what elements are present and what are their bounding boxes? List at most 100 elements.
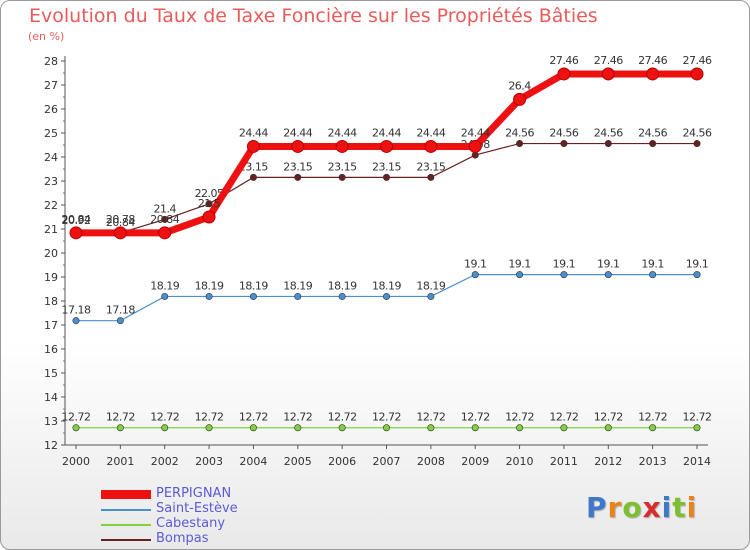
data-point: [427, 173, 435, 181]
data-point: [516, 424, 524, 432]
x-tick-label: 2007: [373, 455, 401, 468]
y-tick-label: 20: [44, 247, 58, 260]
logo-letter: i: [661, 491, 673, 524]
data-label: 12.72: [62, 411, 91, 424]
logo-letter: P: [586, 491, 608, 524]
legend-swatch: [101, 539, 151, 541]
x-tick-label: 2008: [417, 455, 445, 468]
data-label: 18.19: [328, 279, 357, 292]
data-point: [338, 173, 346, 181]
line-chart: 12 13 14 15 16 17 18 19 20 21 22 23 24 25 26 27 28 2000 20…: [44, 54, 712, 468]
y-tick-label: 27: [44, 79, 58, 92]
data-label: 24.56: [594, 127, 623, 140]
data-point: [693, 424, 701, 432]
data-point: [557, 67, 571, 81]
data-label: 12.72: [372, 411, 401, 424]
legend-label: Saint-Estève: [156, 501, 238, 516]
data-label: 24.56: [505, 127, 534, 140]
x-tick-label: 2002: [151, 455, 179, 468]
data-label: 24.44: [328, 126, 357, 139]
data-point: [294, 173, 302, 181]
y-tick-label: 13: [44, 415, 58, 428]
legend-label: Bompas: [156, 531, 209, 546]
data-label: 17.18: [62, 304, 91, 317]
data-point: [560, 140, 568, 148]
data-label: 12.72: [594, 411, 623, 424]
data-label: 19.1: [686, 258, 709, 271]
x-tick-label: 2012: [594, 455, 622, 468]
data-label: 23.15: [416, 160, 445, 173]
data-label: 26.4: [508, 79, 531, 92]
data-label: 18.19: [416, 279, 445, 292]
data-point: [649, 424, 657, 432]
data-label: 19.1: [641, 258, 664, 271]
data-label: 24.44: [461, 126, 490, 139]
logo-letter: o: [622, 491, 643, 524]
x-tick-label: 2005: [284, 455, 312, 468]
data-label: 18.19: [239, 279, 268, 292]
data-label: 12.72: [638, 411, 667, 424]
y-tick-label: 18: [44, 295, 58, 308]
y-tick-label: 12: [44, 439, 58, 452]
y-tick-label: 14: [44, 391, 58, 404]
data-point: [291, 139, 305, 153]
data-label: 12.72: [683, 411, 712, 424]
data-point: [205, 200, 213, 208]
y-tick-label: 16: [44, 343, 58, 356]
data-point: [113, 226, 127, 240]
data-label: 24.56: [683, 127, 712, 140]
legend-swatch: [101, 524, 151, 526]
data-point: [249, 424, 257, 432]
y-tick-label: 24: [44, 151, 58, 164]
data-point: [338, 292, 346, 300]
data-point: [158, 226, 172, 240]
data-point: [693, 140, 701, 148]
data-point: [560, 424, 568, 432]
x-tick-label: 2014: [683, 455, 711, 468]
data-point: [649, 271, 657, 279]
data-point: [161, 292, 169, 300]
data-label: 24.44: [239, 126, 268, 139]
data-label: 24.44: [416, 126, 445, 139]
x-tick-label: 2001: [106, 455, 134, 468]
data-label: 18.19: [150, 279, 179, 292]
data-label: 27.46: [638, 54, 667, 67]
data-label: 20.84: [150, 213, 179, 226]
data-point: [604, 424, 612, 432]
x-tick-label: 2010: [506, 455, 534, 468]
data-point: [294, 424, 302, 432]
data-label: 24.44: [372, 126, 401, 139]
x-tick-label: 2013: [639, 455, 667, 468]
data-point: [116, 424, 124, 432]
x-tick-label: 2004: [239, 455, 267, 468]
data-label: 19.1: [597, 258, 620, 271]
y-tick-label: 23: [44, 175, 58, 188]
data-point: [649, 140, 657, 148]
data-label: 17.18: [106, 304, 135, 317]
data-label: 20.78: [106, 213, 135, 226]
data-point: [205, 292, 213, 300]
proxiti-logo: Proxiti: [586, 491, 697, 524]
data-point: [380, 139, 393, 153]
data-label: 24.56: [549, 127, 578, 140]
legend-swatch: [101, 509, 151, 511]
data-label: 23.15: [372, 160, 401, 173]
data-point: [560, 271, 568, 279]
data-label: 18.19: [195, 279, 224, 292]
logo-letter: r: [607, 491, 623, 524]
logo-letter: i: [686, 491, 698, 524]
logo-letter: x: [642, 491, 662, 524]
data-point: [202, 210, 216, 224]
y-tick-label: 22: [44, 199, 58, 212]
data-point: [424, 139, 438, 153]
data-point: [249, 173, 257, 181]
data-label: 18.19: [283, 279, 312, 292]
data-point: [382, 424, 390, 432]
data-label: 22.05: [195, 187, 224, 200]
data-label: 12.72: [416, 411, 445, 424]
data-label: 12.72: [283, 411, 312, 424]
y-tick-label: 21: [44, 223, 58, 236]
y-tick-label: 17: [44, 319, 58, 332]
data-point: [205, 424, 213, 432]
